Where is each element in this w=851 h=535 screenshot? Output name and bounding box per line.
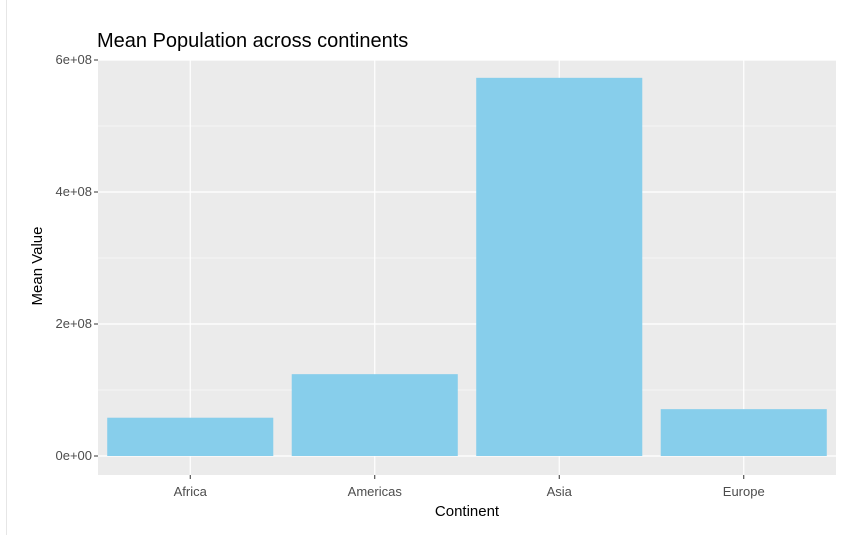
x-tick-label: Asia — [547, 484, 573, 499]
y-axis-title: Mean Value — [29, 227, 46, 306]
plot-panel — [98, 60, 836, 475]
y-tick-label: 2e+08 — [55, 316, 92, 331]
bar-europe — [660, 409, 827, 456]
y-tick-label: 0e+00 — [55, 448, 92, 463]
x-axis: Africa Americas Asia Europe — [174, 475, 765, 499]
y-tick-label: 6e+08 — [55, 52, 92, 67]
bar-americas — [291, 374, 458, 456]
y-axis: 0e+00 2e+08 4e+08 6e+08 — [55, 52, 98, 463]
bar-africa — [107, 417, 274, 456]
chart-title: Mean Population across continents — [97, 30, 408, 52]
y-tick-label: 4e+08 — [55, 184, 92, 199]
x-tick-label: Europe — [723, 484, 765, 499]
bars — [107, 77, 827, 456]
bar-asia — [476, 77, 643, 456]
left-border-line — [6, 0, 7, 535]
x-tick-label: Americas — [348, 484, 403, 499]
x-tick-label: Africa — [174, 484, 208, 499]
x-axis-title: Continent — [435, 503, 500, 520]
